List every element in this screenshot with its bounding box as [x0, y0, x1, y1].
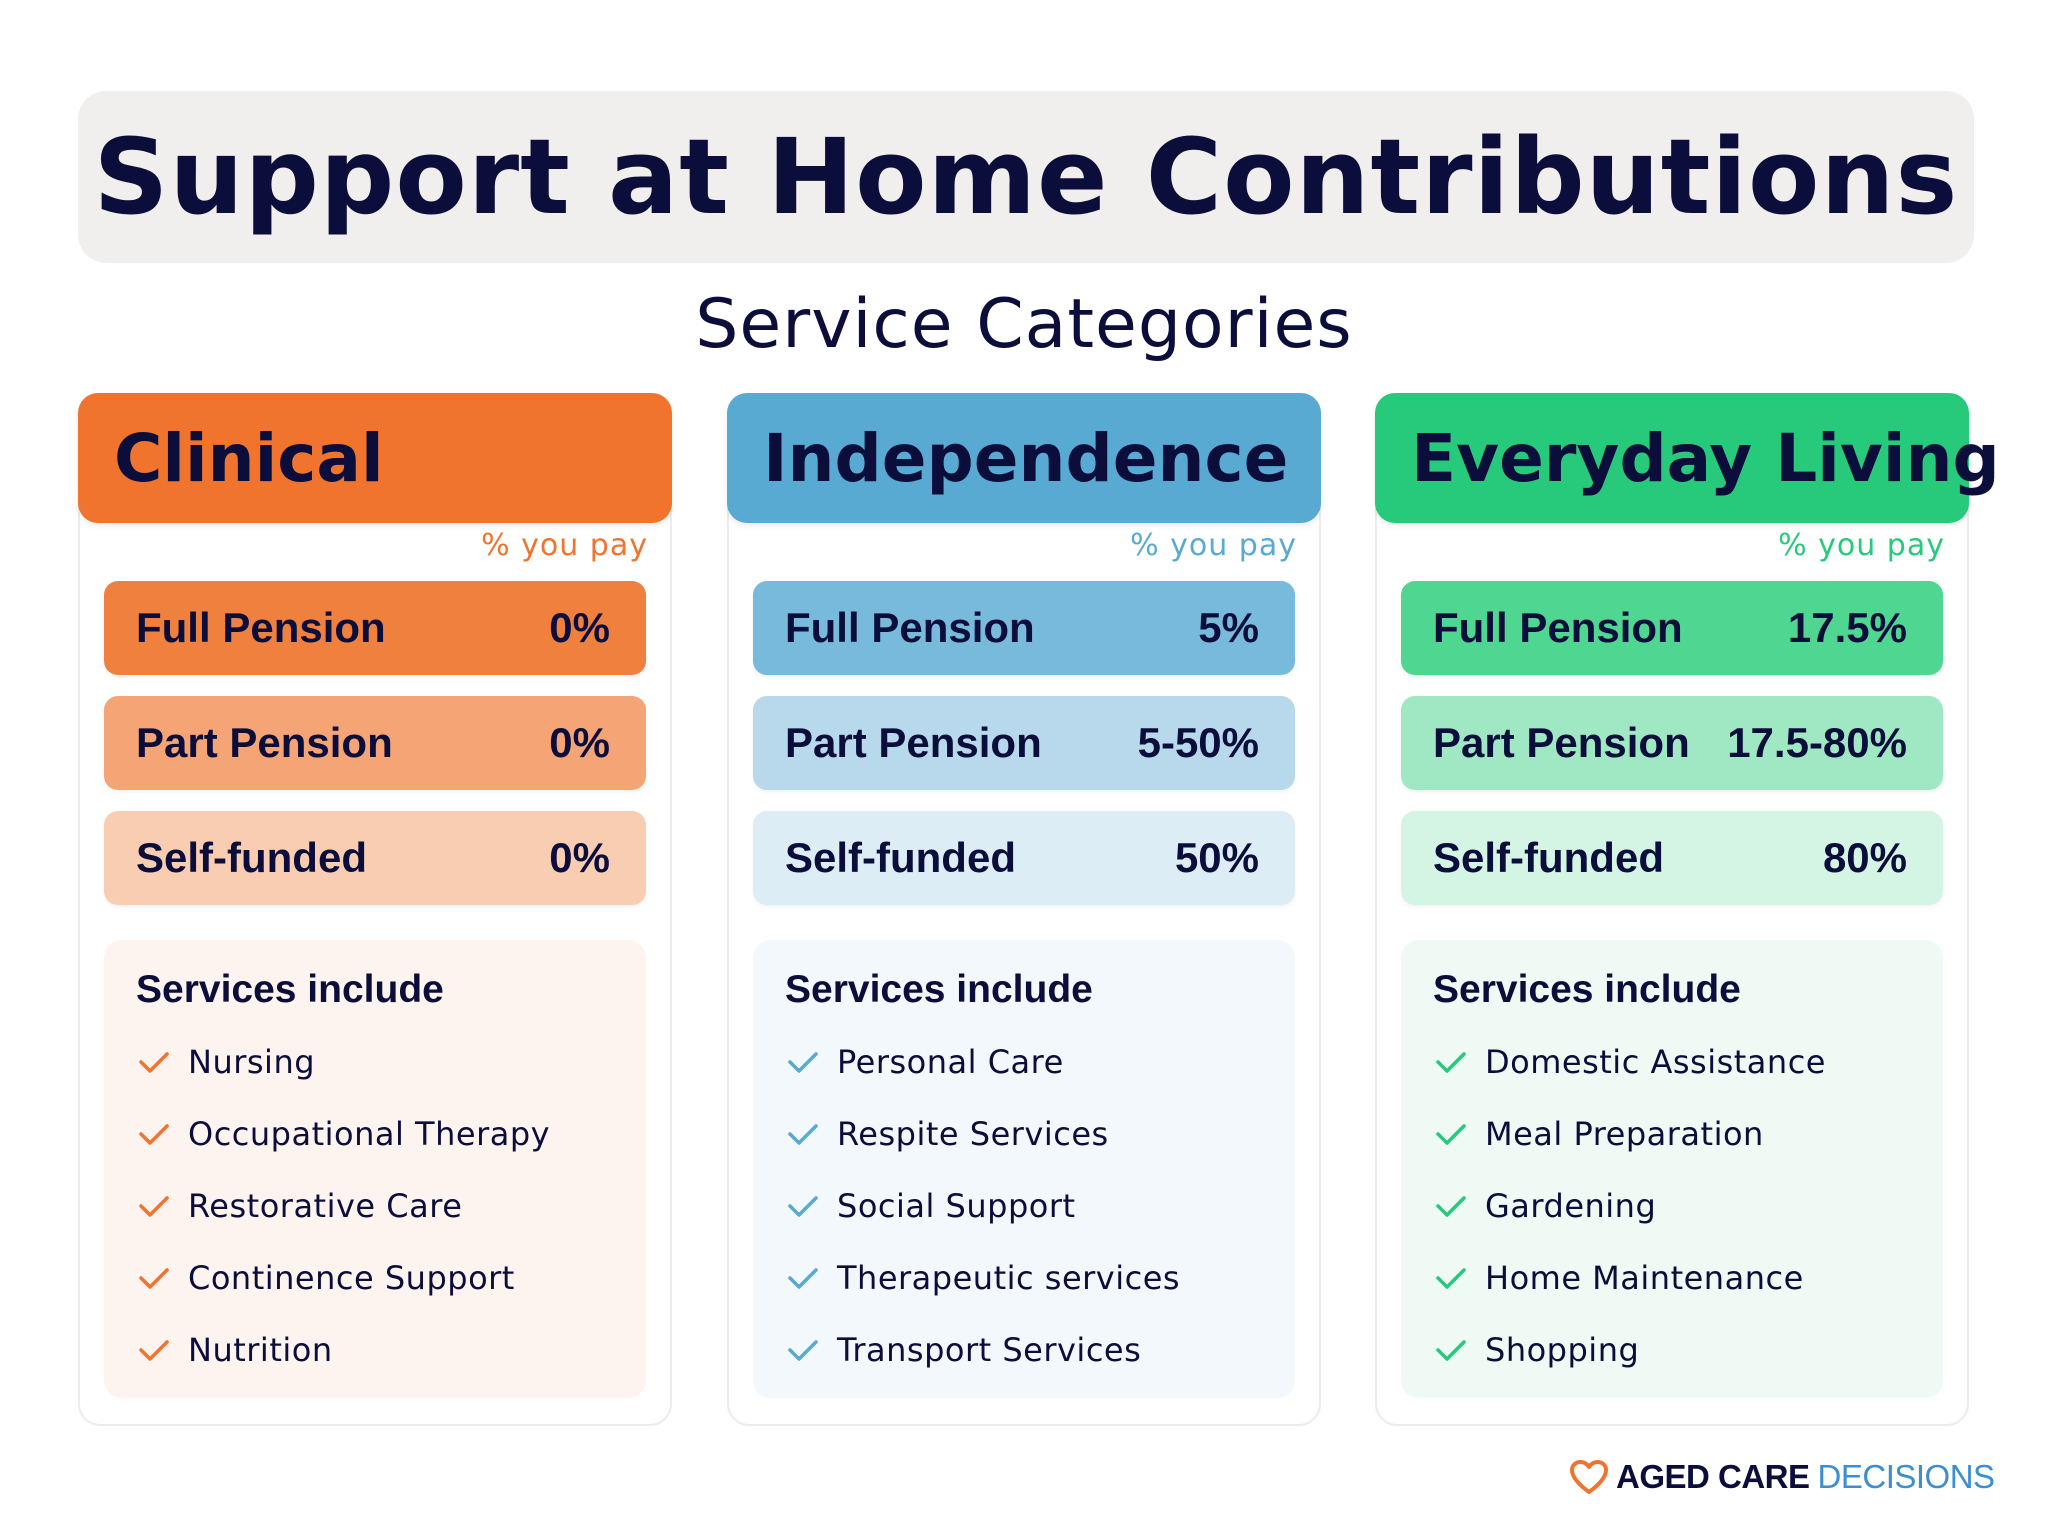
- service-item: Nutrition: [136, 1314, 646, 1386]
- category-card-clinical: Clinical % you pay Full Pension 0% Part …: [78, 393, 672, 1426]
- service-item: Nursing: [136, 1026, 646, 1098]
- category-title: Clinical: [114, 419, 384, 497]
- service-label: Meal Preparation: [1485, 1115, 1764, 1153]
- category-header: Clinical: [78, 393, 672, 523]
- service-label: Therapeutic services: [837, 1259, 1181, 1297]
- service-label: Gardening: [1485, 1187, 1657, 1225]
- check-icon: [1436, 1052, 1466, 1073]
- service-label: Occupational Therapy: [188, 1115, 551, 1153]
- service-item: Personal Care: [785, 1026, 1295, 1098]
- check-icon: [788, 1268, 818, 1289]
- service-label: Shopping: [1485, 1331, 1640, 1369]
- row-label: Self-funded: [785, 834, 1016, 881]
- service-item: Therapeutic services: [785, 1242, 1295, 1314]
- service-item: Social Support: [785, 1170, 1295, 1242]
- services-box: Services include Personal Care Respite S…: [753, 940, 1295, 1398]
- row-value: 17.5%: [1787, 604, 1907, 651]
- logo-text-primary: AGED CARE: [1616, 1458, 1810, 1495]
- title-banner: Support at Home Contributions: [78, 91, 1974, 263]
- category-header: Everyday Living: [1375, 393, 2000, 523]
- pay-label: % you pay: [481, 528, 648, 563]
- contribution-row-full-pension: Full Pension 17.5%: [1401, 581, 1943, 675]
- category-card-independence: Independence % you pay Full Pension 5% P…: [727, 393, 1321, 1426]
- service-label: Domestic Assistance: [1485, 1043, 1826, 1081]
- row-value: 0%: [549, 604, 610, 651]
- check-icon: [1436, 1268, 1466, 1289]
- check-icon: [139, 1052, 169, 1073]
- contribution-row-part-pension: Part Pension 0%: [104, 696, 646, 790]
- service-label: Nutrition: [188, 1331, 333, 1369]
- section-subtitle: Service Categories: [695, 285, 1353, 364]
- logo-text-secondary: DECISIONS: [1817, 1458, 1996, 1495]
- row-value: 0%: [549, 719, 610, 766]
- services-heading: Services include: [785, 968, 1093, 1011]
- service-label: Restorative Care: [188, 1187, 463, 1225]
- service-item: Continence Support: [136, 1242, 646, 1314]
- services-heading: Services include: [136, 968, 444, 1011]
- row-label: Part Pension: [785, 719, 1042, 766]
- check-icon: [1436, 1196, 1466, 1217]
- row-value: 80%: [1822, 834, 1907, 881]
- pay-label: % you pay: [1778, 528, 1945, 563]
- check-icon: [788, 1340, 818, 1361]
- service-label: Personal Care: [837, 1043, 1064, 1081]
- row-value: 50%: [1174, 834, 1259, 881]
- service-item: Meal Preparation: [1433, 1098, 1943, 1170]
- service-item: Occupational Therapy: [136, 1098, 646, 1170]
- check-icon: [788, 1196, 818, 1217]
- services-box: Services include Nursing Occupational Th…: [104, 940, 646, 1398]
- row-label: Full Pension: [136, 604, 386, 651]
- row-label: Full Pension: [785, 604, 1035, 651]
- row-value: 17.5-80%: [1727, 719, 1907, 766]
- category-header: Independence: [727, 393, 1321, 523]
- contribution-row-self-funded: Self-funded 80%: [1401, 811, 1943, 905]
- services-heading: Services include: [1433, 968, 1741, 1011]
- service-item: Respite Services: [785, 1098, 1295, 1170]
- service-label: Respite Services: [837, 1115, 1109, 1153]
- contribution-row-self-funded: Self-funded 50%: [753, 811, 1295, 905]
- row-label: Part Pension: [1433, 719, 1690, 766]
- services-box: Services include Domestic Assistance Mea…: [1401, 940, 1943, 1398]
- service-item: Transport Services: [785, 1314, 1295, 1386]
- row-label: Full Pension: [1433, 604, 1683, 651]
- category-card-everyday-living: Everyday Living % you pay Full Pension 1…: [1375, 393, 2000, 1426]
- row-value: 5-50%: [1137, 719, 1259, 766]
- check-icon: [1436, 1124, 1466, 1145]
- row-value: 5%: [1198, 604, 1259, 651]
- category-title: Independence: [763, 419, 1289, 497]
- service-item: Domestic Assistance: [1433, 1026, 1943, 1098]
- contribution-row-self-funded: Self-funded 0%: [104, 811, 646, 905]
- check-icon: [139, 1124, 169, 1145]
- service-item: Gardening: [1433, 1170, 1943, 1242]
- check-icon: [139, 1196, 169, 1217]
- check-icon: [788, 1124, 818, 1145]
- row-value: 0%: [549, 834, 610, 881]
- pay-label: % you pay: [1130, 528, 1297, 563]
- service-label: Continence Support: [188, 1259, 515, 1297]
- heart-icon: [1570, 1460, 1608, 1494]
- category-title: Everyday Living: [1411, 419, 2000, 497]
- service-label: Transport Services: [837, 1331, 1142, 1369]
- service-item: Home Maintenance: [1433, 1242, 1943, 1314]
- service-label: Home Maintenance: [1485, 1259, 1804, 1297]
- page-title: Support at Home Contributions: [93, 116, 1959, 238]
- check-icon: [1436, 1340, 1466, 1361]
- check-icon: [139, 1340, 169, 1361]
- row-label: Part Pension: [136, 719, 393, 766]
- contribution-row-full-pension: Full Pension 0%: [104, 581, 646, 675]
- check-icon: [139, 1268, 169, 1289]
- row-label: Self-funded: [136, 834, 367, 881]
- row-label: Self-funded: [1433, 834, 1664, 881]
- service-item: Shopping: [1433, 1314, 1943, 1386]
- check-icon: [788, 1052, 818, 1073]
- contribution-row-part-pension: Part Pension 5-50%: [753, 696, 1295, 790]
- brand-logo: AGED CARE DECISIONS: [1568, 1452, 1995, 1502]
- contribution-row-full-pension: Full Pension 5%: [753, 581, 1295, 675]
- service-label: Social Support: [837, 1187, 1076, 1225]
- service-item: Restorative Care: [136, 1170, 646, 1242]
- service-label: Nursing: [188, 1043, 316, 1081]
- contribution-row-part-pension: Part Pension 17.5-80%: [1401, 696, 1943, 790]
